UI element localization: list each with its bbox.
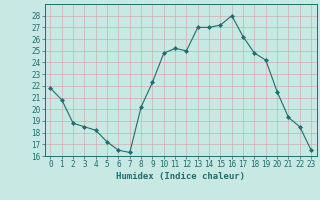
X-axis label: Humidex (Indice chaleur): Humidex (Indice chaleur)	[116, 172, 245, 181]
